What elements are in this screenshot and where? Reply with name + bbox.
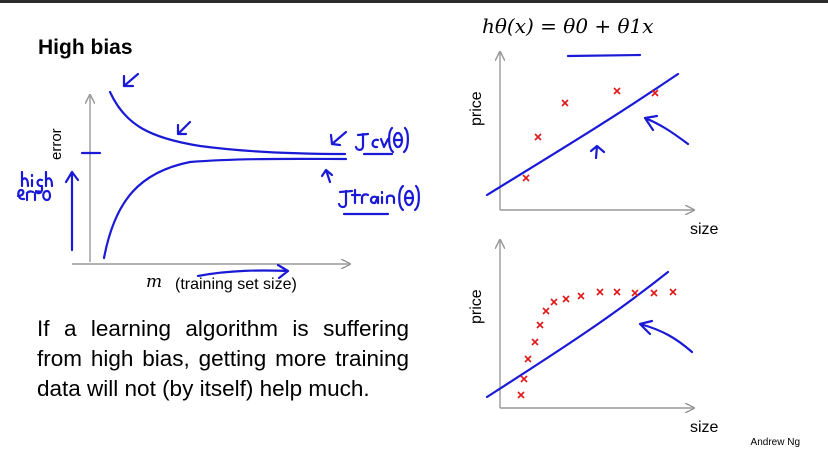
data-point (524, 355, 532, 363)
data-point (542, 307, 550, 315)
data-point (550, 298, 558, 306)
data-point (631, 289, 639, 297)
data-point (613, 288, 621, 296)
hypothesis-text: hθ(x) = θ0 + θ1x (482, 14, 654, 38)
slide-title: High bias (38, 36, 133, 59)
data-point (534, 133, 542, 141)
data-point (650, 289, 658, 297)
data-point (561, 99, 569, 107)
formula-underline (566, 53, 642, 58)
data-point (522, 174, 530, 182)
training-size-arrow (196, 263, 290, 280)
data-point (651, 89, 659, 97)
jtrain-annotation (337, 184, 420, 216)
training-set-size-label: (training set size) (175, 276, 297, 293)
jtrain-curve (102, 157, 348, 260)
data-point (531, 338, 539, 346)
top-rule (0, 0, 828, 3)
high-error-arrow (64, 170, 80, 252)
data-point (520, 375, 528, 383)
data-point (596, 288, 604, 296)
data-point (536, 321, 544, 329)
data-point (562, 295, 570, 303)
data-point (613, 87, 621, 95)
bottom-data-points (517, 288, 677, 399)
author-credit: Andrew Ng (750, 437, 800, 448)
size-axis-label-bottom: size (690, 419, 719, 436)
top-check-arrow (589, 144, 606, 160)
curve-arrow-2 (176, 120, 192, 136)
top-fit-line (485, 72, 680, 197)
high-error-annotation (16, 170, 54, 202)
data-point (517, 391, 525, 399)
bottom-pointer-arrow (638, 319, 694, 354)
cv-check-arrow (329, 130, 348, 147)
top-data-points (522, 87, 659, 182)
size-axis-label-top: size (690, 221, 719, 238)
curve-arrow-1 (122, 72, 140, 88)
data-point (669, 288, 677, 296)
jcv-annotation (354, 126, 409, 156)
top-pointer-arrow (643, 114, 690, 146)
jcv-curve (108, 90, 347, 156)
hypothesis-formula: hθ(x) = θ0 + θ1x (482, 14, 654, 38)
bottom-fit-line (485, 270, 670, 399)
body-text: If a learning algorithm is suffering fro… (37, 316, 409, 401)
data-point (577, 292, 585, 300)
train-arrow (320, 168, 334, 184)
m-variable-label: m (146, 272, 163, 292)
